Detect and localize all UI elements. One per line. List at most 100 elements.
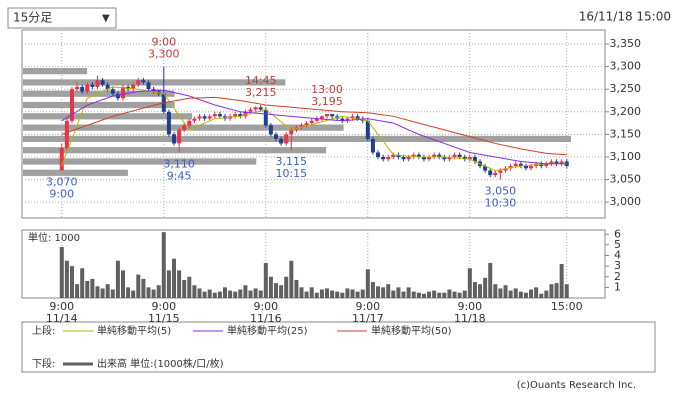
annotation-time: 14:45: [245, 74, 277, 87]
volume-bar: [64, 260, 69, 298]
candle-body: [381, 156, 386, 160]
volume-bar: [146, 287, 151, 298]
volume-tick-label: 5: [614, 238, 621, 251]
volume-bar: [365, 269, 370, 298]
volume-profile-bar: [23, 169, 128, 176]
volume-bar: [197, 288, 202, 298]
candle-body: [95, 80, 100, 87]
volume-tick-label: 3: [614, 259, 621, 272]
volume-bar: [100, 288, 105, 298]
annotation-time: 9:45: [167, 169, 192, 182]
volume-bar: [80, 268, 85, 298]
volume-bar: [171, 258, 176, 298]
candle-body: [212, 114, 217, 117]
volume-bar: [238, 289, 243, 298]
timeframe-label[interactable]: 15分足: [13, 11, 52, 25]
volume-bar: [503, 285, 508, 298]
volume-bar: [355, 291, 360, 298]
volume-bar: [289, 260, 294, 298]
candle-body: [523, 166, 528, 169]
volume-bar: [493, 284, 498, 298]
volume-bar: [105, 284, 110, 298]
volume-bar: [304, 291, 309, 298]
volume-bar: [345, 288, 350, 298]
candle-body: [75, 86, 80, 90]
x-tick-label: 9:00: [49, 300, 74, 313]
candle-body: [314, 118, 319, 121]
volume-bar: [309, 287, 314, 298]
candle-body: [171, 134, 176, 144]
volume-bar: [488, 262, 493, 298]
candle-body: [263, 109, 268, 126]
volume-bar: [416, 292, 421, 298]
x-tick-date: 11/17: [352, 312, 384, 325]
candle-body: [100, 80, 105, 85]
volume-bar: [120, 270, 125, 298]
volume-tick-label: 2: [614, 270, 621, 283]
candle-body: [345, 118, 350, 121]
candle-body: [350, 116, 355, 119]
annotation-value: 3,110: [163, 157, 195, 170]
legend-label: 単純移動平均(50): [371, 324, 452, 337]
candle-body: [274, 134, 279, 139]
volume-bar: [90, 278, 95, 298]
volume-bar: [554, 283, 559, 298]
legend-label: 単純移動平均(25): [227, 324, 308, 337]
volume-bar: [207, 289, 212, 298]
volume-bar: [248, 290, 253, 298]
y-tick-label: 3,250: [610, 82, 642, 95]
candle-body: [182, 125, 187, 130]
volume-profile-bar: [23, 79, 286, 86]
candle-body: [498, 170, 503, 173]
candle-body: [253, 107, 258, 110]
x-tick-date: 11/16: [250, 312, 282, 325]
candle-body: [391, 154, 396, 157]
candle-body: [483, 166, 488, 171]
volume-bar: [131, 290, 136, 298]
volume-bar: [421, 293, 426, 298]
candle-body: [110, 89, 115, 94]
annotation-time: 10:30: [485, 197, 517, 210]
legend-label: 出来高 単位:(1000株/口/枚): [97, 357, 224, 370]
volume-bar: [95, 286, 100, 298]
candle-body: [544, 163, 549, 167]
candle-body: [559, 161, 564, 164]
volume-bar: [549, 284, 554, 298]
candle-body: [330, 114, 335, 117]
candle-body: [437, 154, 442, 157]
annotation-time: 9:00: [151, 36, 176, 49]
candle-body: [452, 154, 457, 157]
select-arrow[interactable]: ▼: [102, 13, 110, 24]
volume-bar: [258, 290, 263, 298]
volume-bar: [478, 284, 483, 298]
volume-bar: [319, 289, 324, 298]
volume-profile-bar: [23, 158, 257, 165]
timeframe-select[interactable]: [7, 7, 117, 29]
y-tick-label: 3,000: [610, 195, 642, 208]
volume-bar: [166, 270, 171, 298]
x-tick-date: 11/18: [454, 312, 486, 325]
candle-body: [304, 123, 309, 126]
volume-bar: [314, 292, 319, 298]
volume-bar: [223, 287, 228, 298]
candle-body: [529, 166, 534, 169]
annotation-value: 3,050: [485, 185, 517, 198]
volume-bar: [396, 287, 401, 298]
candle-body: [64, 120, 69, 148]
annotation-time: 10:15: [275, 167, 307, 180]
volume-bar: [217, 291, 222, 298]
volume-bar: [274, 283, 279, 298]
candle-body: [177, 129, 182, 144]
volume-bar: [539, 293, 544, 298]
candle-body: [309, 120, 314, 124]
volume-bar: [233, 291, 238, 298]
moving-average-line: [61, 96, 567, 156]
candle-body: [539, 163, 544, 167]
volume-bar: [508, 290, 513, 298]
candle-body: [370, 138, 375, 153]
y-tick-label: 3,100: [610, 150, 642, 163]
candle-body: [467, 156, 472, 160]
candle-body: [202, 116, 207, 119]
volume-bar: [376, 286, 381, 298]
volume-bar: [406, 287, 411, 298]
